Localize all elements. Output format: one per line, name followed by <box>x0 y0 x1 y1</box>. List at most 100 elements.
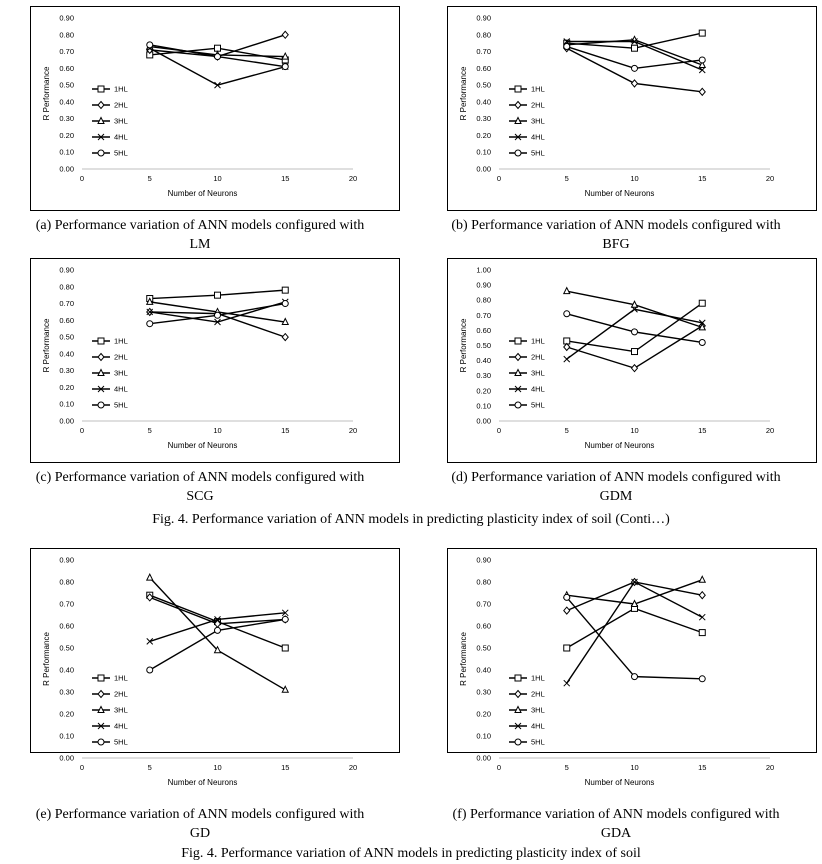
data-point <box>698 613 706 621</box>
data-point <box>563 593 571 601</box>
caption-f-line1: (f) Performance variation of ANN models … <box>452 807 780 822</box>
data-point <box>698 299 706 307</box>
y-tick-label: 0.10 <box>59 148 74 157</box>
y-tick-label: 0.90 <box>59 14 74 23</box>
y-tick-label: 0.90 <box>476 14 491 23</box>
x-tick-label: 5 <box>148 174 152 183</box>
series-4HL <box>563 305 706 363</box>
legend-entry-2HL: 2HL <box>509 353 545 362</box>
caption-d: (d) Performance variation of ANN models … <box>416 468 816 506</box>
x-tick-label: 0 <box>497 763 501 772</box>
y-tick-label: 0.40 <box>476 356 491 365</box>
data-point <box>630 79 639 88</box>
legend-entry-1HL: 1HL <box>509 674 545 683</box>
caption-a-line1: (a) Performance variation of ANN models … <box>35 218 365 233</box>
y-tick-label: 0.20 <box>59 710 74 719</box>
series-4HL <box>563 38 706 74</box>
data-point <box>563 38 571 45</box>
x-axis-title: Number of Neurons <box>168 441 238 450</box>
legend-label: 5HL <box>114 149 128 158</box>
x-tick-label: 15 <box>281 174 289 183</box>
legend-marker <box>514 705 522 713</box>
legend-entry-3HL: 3HL <box>92 705 128 715</box>
legend-entry-3HL: 3HL <box>92 116 128 126</box>
legend-entry-4HL: 4HL <box>92 722 128 731</box>
figure-caption-first: Fig. 4. Performance variation of ANN mod… <box>152 512 670 527</box>
y-tick-label: 0.20 <box>476 386 491 395</box>
data-point <box>698 87 706 97</box>
series-1HL <box>563 604 706 652</box>
chart-c: 0.00 0.10 0.20 0.30 0.40 0.50 0.60 0.70 0.80 0.90… <box>42 266 357 451</box>
legend-label: 4HL <box>531 133 545 142</box>
y-tick-label: 0.60 <box>59 64 74 73</box>
series-5HL <box>563 43 706 72</box>
data-point <box>563 644 571 652</box>
series-4HL <box>563 578 706 687</box>
y-tick-label: 0.30 <box>59 688 74 697</box>
y-tick-label: 0.90 <box>59 266 74 275</box>
x-axis-title: Number of Neurons <box>585 778 655 787</box>
y-tick-label: 0.00 <box>476 417 491 426</box>
caption-b-line2: BFG <box>602 237 630 252</box>
data-point <box>698 590 706 600</box>
data-point <box>631 64 638 72</box>
data-point <box>698 675 706 683</box>
caption-d-line1: (d) Performance variation of ANN models … <box>451 470 781 485</box>
data-point <box>145 297 154 305</box>
legend-entry-5HL: 5HL <box>92 401 128 410</box>
y-tick-label: 0.20 <box>59 383 74 392</box>
x-tick-label: 5 <box>148 763 152 772</box>
legend-marker <box>514 401 522 409</box>
x-tick-label: 15 <box>281 426 289 435</box>
caption-d-line2: GDM <box>599 489 633 504</box>
caption-b-line1: (b) Performance variation of ANN models … <box>451 218 781 233</box>
x-tick-label: 0 <box>80 426 84 435</box>
legend-entry-1HL: 1HL <box>509 85 545 94</box>
legend-label: 2HL <box>531 353 545 362</box>
legend-label: 1HL <box>114 674 128 683</box>
legend-marker <box>97 689 105 699</box>
y-tick-label: 0.90 <box>59 556 74 565</box>
data-point <box>631 578 638 586</box>
y-tick-label: 0.50 <box>59 81 74 90</box>
series-4HL <box>146 609 289 645</box>
y-tick-label: 0.30 <box>476 688 491 697</box>
y-tick-label: 0.50 <box>476 81 491 90</box>
caption-c-line2: SCG <box>186 489 214 504</box>
caption-f: (f) Performance variation of ANN models … <box>416 805 816 843</box>
legend-entry-4HL: 4HL <box>92 133 128 142</box>
chart-panel-e: 0.00 0.10 0.20 0.30 0.40 0.50 0.60 0.70 0.80 0.90… <box>30 548 400 787</box>
y-tick-label: 0.10 <box>59 400 74 409</box>
y-tick-label: 0.90 <box>476 556 491 565</box>
legend-marker <box>97 385 105 393</box>
data-point <box>146 593 154 602</box>
y-tick-label: 0.50 <box>476 341 491 350</box>
legend-label: 3HL <box>531 117 545 126</box>
series-5HL <box>146 615 289 674</box>
x-tick-label: 20 <box>349 426 357 435</box>
legend-marker <box>514 722 522 730</box>
y-tick-label: 0.00 <box>59 417 74 426</box>
legend-marker <box>514 352 522 362</box>
y-axis-title: R Performance <box>42 632 51 686</box>
caption-e-line2: GD <box>189 826 211 841</box>
legend-marker <box>97 674 105 682</box>
x-tick-label: 15 <box>281 763 289 772</box>
y-tick-label: 0.40 <box>59 97 74 106</box>
y-axis-title: R Performance <box>42 318 51 372</box>
y-tick-label: 0.90 <box>476 281 491 290</box>
data-point <box>562 286 571 295</box>
data-point <box>563 355 571 363</box>
legend-label: 5HL <box>114 401 128 410</box>
legend-marker <box>97 100 105 110</box>
data-point <box>214 291 221 299</box>
y-tick-label: 0.70 <box>476 600 491 609</box>
y-axis-title: R Performance <box>459 632 468 686</box>
x-tick-label: 10 <box>630 426 638 435</box>
legend-entry-3HL: 3HL <box>509 368 545 378</box>
caption-a: (a) Performance variation of ANN models … <box>0 216 400 254</box>
data-point <box>281 30 289 40</box>
data-point <box>631 673 638 681</box>
y-tick-label: 0.00 <box>476 165 491 174</box>
y-tick-label: 0.50 <box>476 644 491 653</box>
